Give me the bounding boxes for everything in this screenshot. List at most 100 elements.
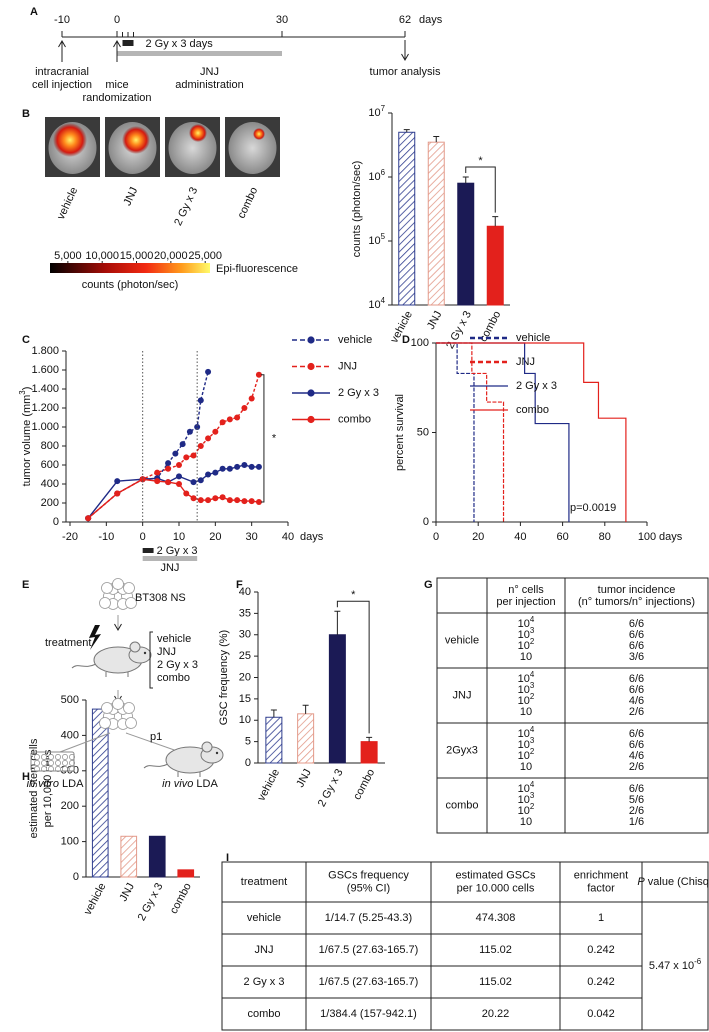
colorbar-tick-label: 10,000 [85, 250, 119, 262]
table-cell: 10 [520, 761, 532, 773]
image-label: JNJ [121, 185, 140, 207]
series-line [87, 464, 259, 519]
colorbar-tick-label: 5,000 [54, 250, 82, 262]
plate-well [48, 766, 54, 772]
y-tick-label: 800 [41, 440, 59, 452]
text-part: value (Chisq) [645, 876, 709, 888]
p-value-label: p=0.0019 [570, 502, 616, 514]
legend-marker [307, 336, 315, 344]
table-cell: 1/384.4 (157-942.1) [320, 1008, 417, 1020]
plate-well [48, 754, 54, 760]
treatment-name: 2 Gy x 3 [157, 659, 198, 671]
brain [228, 122, 277, 174]
colorbar-tick-label: 20,000 [154, 250, 188, 262]
treatment-bracket [149, 631, 153, 689]
treatment-label: treatment [45, 637, 91, 649]
y-tick-label: 35 [239, 607, 251, 619]
data-point [226, 465, 233, 472]
image-label: vehicle [55, 185, 80, 221]
cells-label: BT308 NS [135, 592, 186, 604]
table-cell: 6/6 [629, 684, 644, 696]
plate-well [41, 754, 47, 760]
axis-title: tumor volume (mm3) [18, 387, 33, 487]
table-cell: 4/6 [629, 695, 644, 707]
signal [122, 126, 150, 154]
data-point [241, 498, 248, 505]
table-cell: 102 [518, 637, 535, 652]
x-tick-label: -10 [98, 531, 114, 543]
text-part: 10 [518, 728, 530, 740]
signal [53, 123, 87, 157]
colorbar-title: Epi-fluorescence [216, 263, 298, 275]
plate-well [48, 760, 54, 766]
y-tick-label: 40 [239, 586, 251, 598]
p-value: 5.47 x 10-6 [649, 957, 702, 972]
error-bar [302, 704, 309, 714]
panel-label: G [424, 579, 433, 591]
bar [265, 716, 283, 764]
table-cell: 0.042 [587, 1008, 615, 1020]
data-point [179, 441, 186, 448]
data-point [197, 397, 204, 404]
y-tick-label: 30 [239, 629, 251, 641]
mouse-eye [215, 751, 219, 755]
significance-bracket [336, 600, 370, 734]
superscript: 3 [530, 681, 535, 690]
data-point [248, 395, 255, 402]
y-tick-label: 100 [411, 337, 429, 349]
table-cell: 6/6 [629, 728, 644, 740]
signal [189, 124, 207, 142]
data-point [190, 495, 197, 502]
y-tick-label: 50 [417, 426, 429, 438]
data-point [226, 497, 233, 504]
text-part: 10 [518, 750, 530, 762]
bar [427, 141, 445, 306]
table-cell: 0.242 [587, 944, 615, 956]
table-header: n° cells [508, 584, 544, 596]
panel-label: F [236, 579, 243, 591]
irradiation-label: 2 Gy x 3 days [146, 38, 214, 50]
y-tick-label: 600 [41, 459, 59, 471]
plate-well [34, 760, 40, 766]
superscript: 3 [18, 390, 27, 395]
bar [486, 225, 504, 306]
superscript: 2 [530, 637, 534, 646]
event-label: cell injection [32, 79, 92, 91]
data-point [194, 424, 201, 430]
timeline-tick-label: 0 [114, 14, 120, 26]
data-point [197, 443, 204, 449]
superscript: 3 [530, 626, 535, 635]
colorbar-tick-label: 15,000 [120, 250, 154, 262]
table-cell: 103 [518, 626, 535, 641]
lightning [89, 625, 101, 650]
significance-label: * [272, 432, 277, 444]
treatment-bar [142, 548, 154, 553]
superscript: 5 [381, 232, 386, 241]
data-point [212, 428, 219, 435]
timeline-tick-label: 30 [276, 14, 288, 26]
panel-label: E [22, 579, 29, 591]
superscript: -6 [694, 957, 702, 966]
significance-bracket [465, 166, 496, 213]
jnj-label: administration [175, 79, 243, 91]
legend-marker [307, 389, 315, 397]
table-cell: JNJ [453, 689, 472, 701]
superscript: 4 [530, 615, 535, 624]
data-point [241, 462, 248, 468]
flow-line [125, 732, 181, 753]
treatment-name: JNJ [157, 646, 176, 658]
sphere-cell [101, 582, 113, 594]
x-tick-label: -20 [62, 531, 78, 543]
irradiation-bar [122, 40, 134, 46]
treatment-label: JNJ [160, 562, 179, 574]
table-cell: 104 [518, 670, 535, 685]
legend-label: 2 Gy x 3 [516, 380, 557, 392]
table-cell: 104 [518, 725, 535, 740]
mouse-ear [129, 641, 141, 653]
text-part: 10 [518, 783, 530, 795]
superscript: 3 [530, 791, 535, 800]
legend-marker [307, 415, 315, 424]
y-tick-label: 200 [61, 800, 79, 812]
table-border [436, 577, 709, 834]
data-point [183, 490, 190, 497]
